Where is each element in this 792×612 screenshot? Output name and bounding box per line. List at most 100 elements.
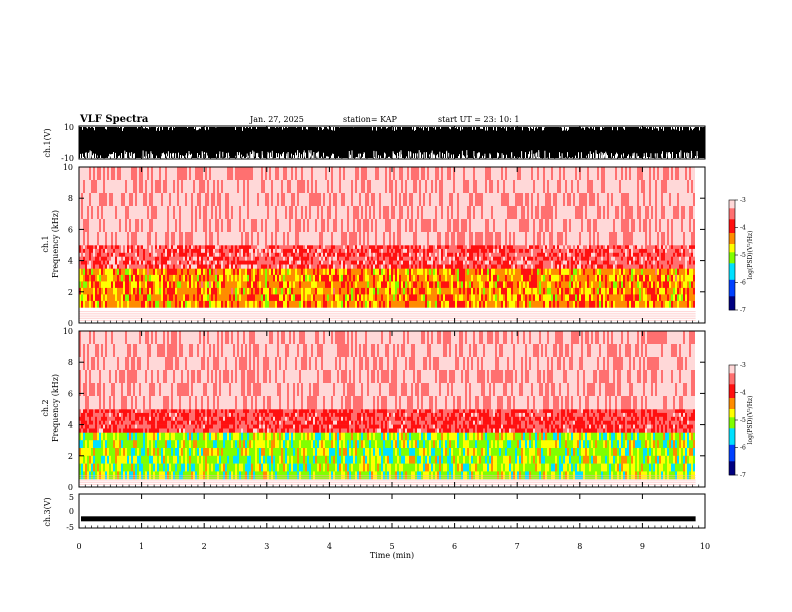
spectrogram-cell (243, 248, 245, 254)
spectrogram-cell (229, 287, 231, 295)
spectrogram-cell (359, 206, 361, 220)
spectrogram-cell (201, 219, 203, 233)
spectrogram-cell (617, 281, 619, 289)
spectrogram-cell (225, 245, 227, 250)
spectrogram-cell (161, 206, 163, 220)
spectrogram-cell (401, 167, 403, 181)
spectrogram-cell (657, 274, 659, 282)
spectrogram-cell (191, 256, 193, 261)
spectrogram-cell (209, 287, 211, 295)
spectrogram-cell (677, 245, 679, 250)
spectrogram-cell (233, 300, 235, 308)
spectrogram-cell (255, 260, 257, 265)
spectrogram-cell (351, 281, 353, 289)
spectrogram-cell (647, 287, 649, 295)
spectrogram-cell (565, 274, 567, 282)
spectrogram-cell (155, 300, 157, 308)
spectrogram-cell (483, 264, 485, 269)
spectrogram-cell (419, 287, 421, 295)
spectrogram-cell (297, 281, 299, 289)
spectrogram-cell (283, 264, 285, 269)
spectrogram-cell (229, 264, 231, 269)
spectrogram-cell (685, 248, 687, 254)
spectrogram-cell (441, 268, 443, 276)
spectrogram-cell (355, 252, 357, 257)
spectrogram-cell (493, 232, 495, 246)
spectrogram-cell (529, 252, 531, 257)
spectrogram-cell (103, 180, 105, 194)
spectrogram-cell (233, 193, 235, 207)
spectrogram-cell (451, 287, 453, 295)
spectrogram-cell (339, 260, 341, 265)
spectrogram-cell (405, 193, 407, 207)
spectrogram-cell (623, 287, 625, 295)
spectrogram-cell (127, 268, 129, 276)
spectrogram-cell (179, 245, 181, 250)
spectrogram-cell (261, 281, 263, 289)
spectrogram-cell (221, 245, 223, 250)
spectrogram-cell (483, 206, 485, 220)
spectrogram-cell (231, 260, 233, 265)
spectrogram-cell (367, 252, 369, 257)
spectrogram-cell (435, 287, 437, 295)
spectrogram-cell (97, 193, 99, 207)
spectrogram-cell (689, 264, 691, 269)
spectrogram-cell (651, 252, 653, 257)
spectrogram-cell (495, 274, 497, 282)
spectrogram-cell (367, 268, 369, 276)
spectrogram-cell (125, 260, 127, 265)
spectrogram-cell (321, 219, 323, 233)
spectrogram-cell (379, 300, 381, 308)
spectrogram-cell (407, 206, 409, 220)
spectrogram-cell (161, 252, 163, 257)
spectrogram-cell (451, 260, 453, 265)
spectrogram-cell (135, 300, 137, 308)
spectrogram-cell (365, 256, 367, 261)
spectrogram-cell (615, 294, 617, 302)
spectrogram-cell (559, 281, 561, 289)
spectrogram-cell (401, 245, 403, 250)
spectrogram-cell (205, 294, 207, 302)
spectrogram-cell (343, 219, 345, 233)
spectrogram-cell (259, 300, 261, 308)
spectrogram-cell (681, 260, 683, 265)
spectrogram-cell (399, 180, 401, 194)
spectrogram-cell (183, 252, 185, 257)
spectrogram-cell (579, 294, 581, 302)
spectrogram-cell (379, 294, 381, 302)
spectrogram-cell (323, 252, 325, 257)
spectrogram-cell (175, 268, 177, 276)
spectrogram-cell (473, 219, 475, 233)
spectrogram-cell (177, 300, 179, 308)
spectrogram-cell (635, 256, 637, 261)
spectrogram-cell (433, 294, 435, 302)
spectrogram-cell (689, 252, 691, 257)
spectrogram-cell (109, 232, 111, 246)
spectrogram-cell (229, 300, 231, 308)
spectrogram-cell (137, 252, 139, 257)
spectrogram-cell (657, 256, 659, 261)
spectrogram-cell (563, 274, 565, 282)
spectrogram-cell (377, 219, 379, 233)
spectrogram-cell (85, 260, 87, 265)
spectrogram-cell (185, 245, 187, 250)
spectrogram-cell (491, 206, 493, 220)
spectrogram-cell (447, 281, 449, 289)
spectrogram-cell (129, 206, 131, 220)
spectrogram-cell (319, 245, 321, 250)
spectrogram-cell (489, 193, 491, 207)
spectrogram-cell (137, 180, 139, 194)
spectrogram-cell (573, 287, 575, 295)
spectrogram-cell (295, 300, 297, 308)
spectrogram-cell (539, 260, 541, 265)
spectrogram-cell (181, 294, 183, 302)
spectrogram-cell (367, 294, 369, 302)
spectrogram-cell (683, 245, 685, 250)
spectrogram-cell (149, 167, 151, 181)
spectrogram-cell (443, 193, 445, 207)
spectrogram-cell (585, 252, 587, 257)
spectrogram-cell (163, 193, 165, 207)
spectrogram-cell (387, 206, 389, 220)
spectrogram-cell (397, 294, 399, 302)
spectrogram-cell (687, 294, 689, 302)
